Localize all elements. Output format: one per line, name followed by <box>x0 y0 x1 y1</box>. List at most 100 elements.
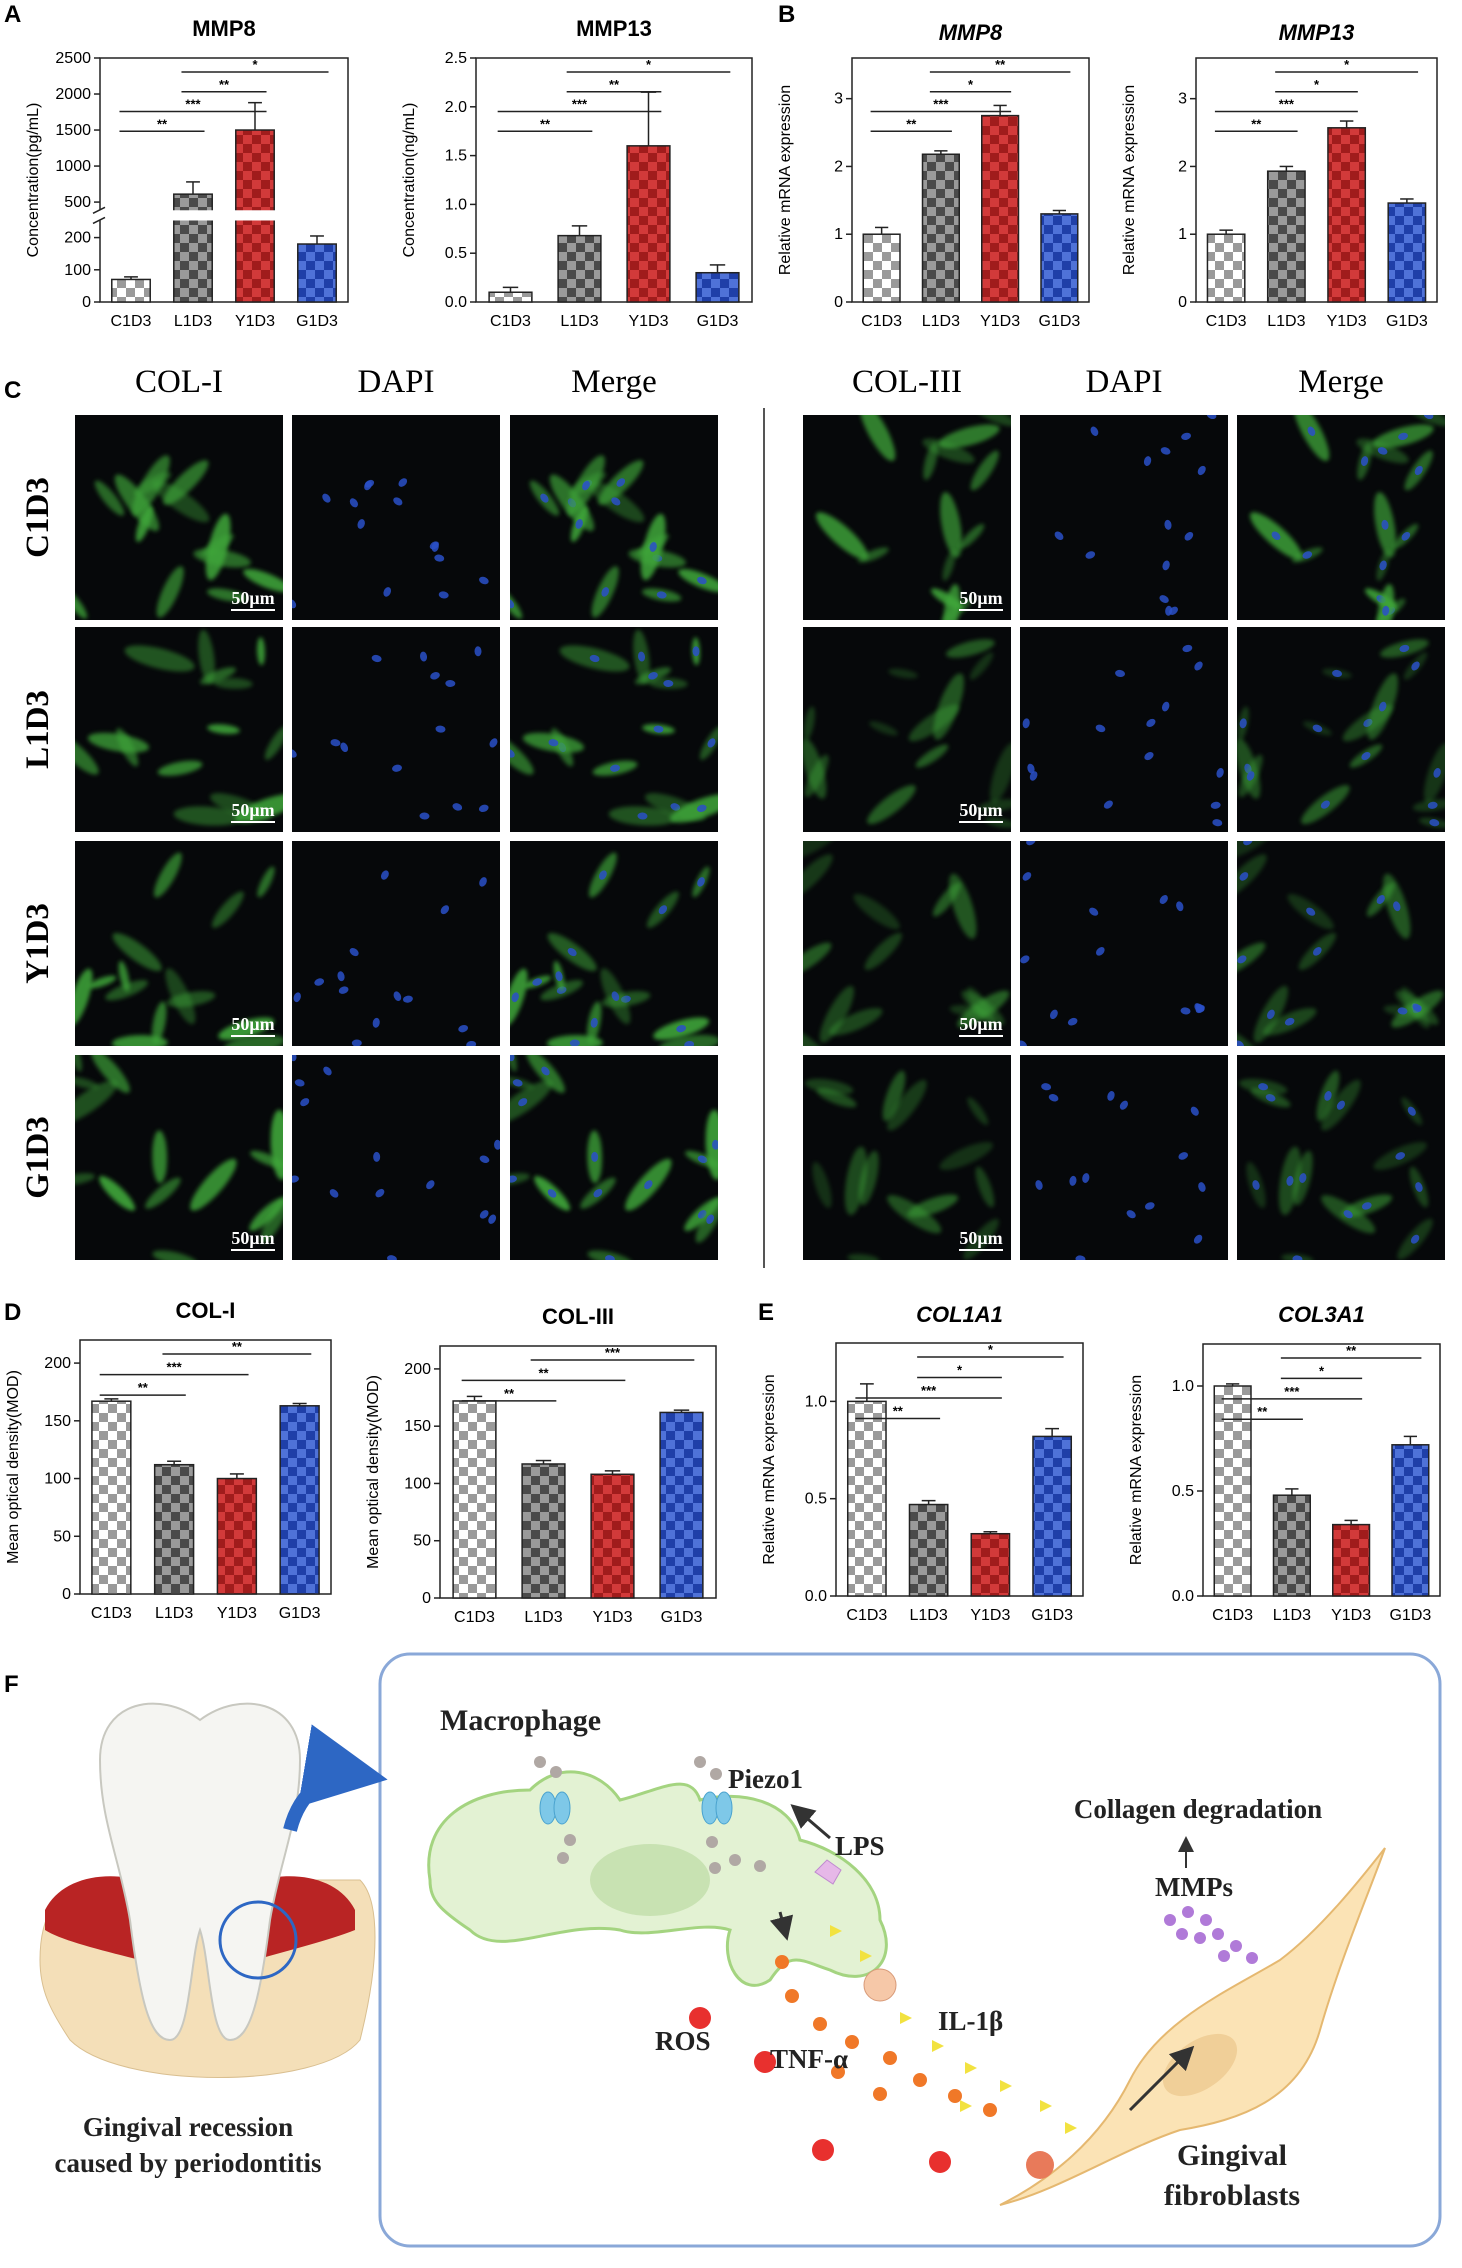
diagram-label: fibroblasts <box>1164 2179 1300 2212</box>
green-cell <box>235 794 283 823</box>
nucleus <box>329 1189 339 1198</box>
nucleus <box>697 1155 708 1164</box>
cells <box>293 870 487 1046</box>
green-cell <box>165 968 196 1025</box>
significance-label: ** <box>219 77 230 92</box>
green-cell <box>942 549 956 581</box>
nucleus <box>1144 1202 1155 1210</box>
green-cell <box>857 547 889 563</box>
bar <box>862 233 901 303</box>
bar <box>970 1532 1011 1597</box>
nucleus <box>1075 1255 1086 1260</box>
nucleus <box>1182 644 1193 653</box>
nucleus <box>1271 531 1281 540</box>
nucleus <box>1312 724 1323 733</box>
nucleus <box>479 1210 489 1219</box>
cells <box>510 852 718 1046</box>
plot-frame <box>439 1345 717 1599</box>
zoom-circle <box>218 1900 298 1980</box>
cells <box>75 1055 283 1260</box>
micrograph <box>292 841 500 1046</box>
nucleus <box>1095 724 1106 733</box>
x-tick-label: L1D3 <box>1267 313 1305 330</box>
green-cell <box>932 882 961 917</box>
chart-title: COL-I <box>176 1298 236 1323</box>
nucleus <box>435 725 446 733</box>
green-cell <box>973 415 1011 427</box>
nucleus <box>292 749 297 758</box>
green-cell <box>804 754 829 798</box>
x-tick-label: Y1D3 <box>970 1607 1010 1624</box>
diagram-label: caused by periodontitis <box>54 2148 321 2178</box>
scale-bar-label: 50μm <box>959 1014 1002 1034</box>
nucleus <box>402 995 413 1003</box>
chart-title: COL1A1 <box>916 1302 1003 1327</box>
nucleus <box>1146 718 1156 727</box>
scale-bar-label: 50μm <box>231 588 274 608</box>
panel-label: A <box>4 1 21 28</box>
green-cell <box>853 893 900 930</box>
nucleus <box>387 1255 397 1260</box>
nucleus <box>1103 800 1113 809</box>
bar <box>452 1400 497 1599</box>
cells <box>803 639 1011 828</box>
nucleus <box>383 587 392 597</box>
cells <box>510 455 718 619</box>
green-cell <box>152 480 210 523</box>
green-cell <box>938 424 1000 449</box>
y-tick-label: 0.0 <box>445 294 467 311</box>
nucleus <box>1361 1202 1372 1210</box>
bar <box>1327 127 1367 303</box>
significance-label: ** <box>538 1365 549 1380</box>
nucleus <box>1302 551 1313 559</box>
row-header: L1D3 <box>20 690 56 769</box>
nucleus <box>610 764 620 772</box>
chart-title: MMP8 <box>939 20 1003 45</box>
nucleus <box>1429 819 1440 827</box>
x-tick-label: Y1D3 <box>1331 1607 1371 1624</box>
nucleus <box>1397 1007 1408 1015</box>
y-tick-label: 500 <box>64 194 91 211</box>
x-tick-label: L1D3 <box>560 313 598 330</box>
bar <box>1387 202 1427 303</box>
nucleus <box>479 576 489 585</box>
green-cell <box>828 1008 883 1036</box>
nucleus <box>1020 1040 1027 1046</box>
nucleus <box>294 1079 305 1087</box>
nucleus <box>637 651 646 662</box>
green-cell <box>970 450 999 491</box>
green-cell <box>75 1076 99 1089</box>
nucleus <box>1360 456 1369 467</box>
x-tick-label: L1D3 <box>524 1609 562 1626</box>
row-header: C1D3 <box>20 477 56 558</box>
significance-label: *** <box>167 1360 183 1375</box>
nucleus <box>419 651 428 662</box>
y-tick-label: 0 <box>422 1590 431 1607</box>
bar <box>981 114 1020 303</box>
nucleus <box>292 1055 297 1062</box>
plot-frame <box>835 1342 1084 1597</box>
receptor <box>1026 2151 1054 2179</box>
y-tick-label: 2.5 <box>445 50 467 67</box>
green-cell <box>946 639 995 658</box>
green-cell <box>989 742 1011 804</box>
green-cell <box>157 760 203 776</box>
y-tick-label: 0 <box>1178 294 1187 311</box>
nucleus <box>591 1151 599 1162</box>
green-cell <box>211 891 244 928</box>
micrograph <box>1020 1055 1228 1260</box>
green-cell <box>943 584 961 620</box>
nucleus <box>1382 605 1390 616</box>
nucleus <box>431 542 439 552</box>
bar <box>216 1477 258 1595</box>
nucleus <box>707 738 716 748</box>
nucleus <box>1069 1175 1077 1186</box>
y-tick-label: 1 <box>1178 226 1187 243</box>
nucleus <box>605 1255 615 1260</box>
bar <box>1332 1523 1371 1597</box>
green-cell <box>940 492 962 558</box>
panel-label: B <box>778 1 795 28</box>
y-tick-label: 150 <box>404 1418 431 1435</box>
significance-label: ** <box>906 116 917 131</box>
nucleus <box>1292 1255 1303 1260</box>
